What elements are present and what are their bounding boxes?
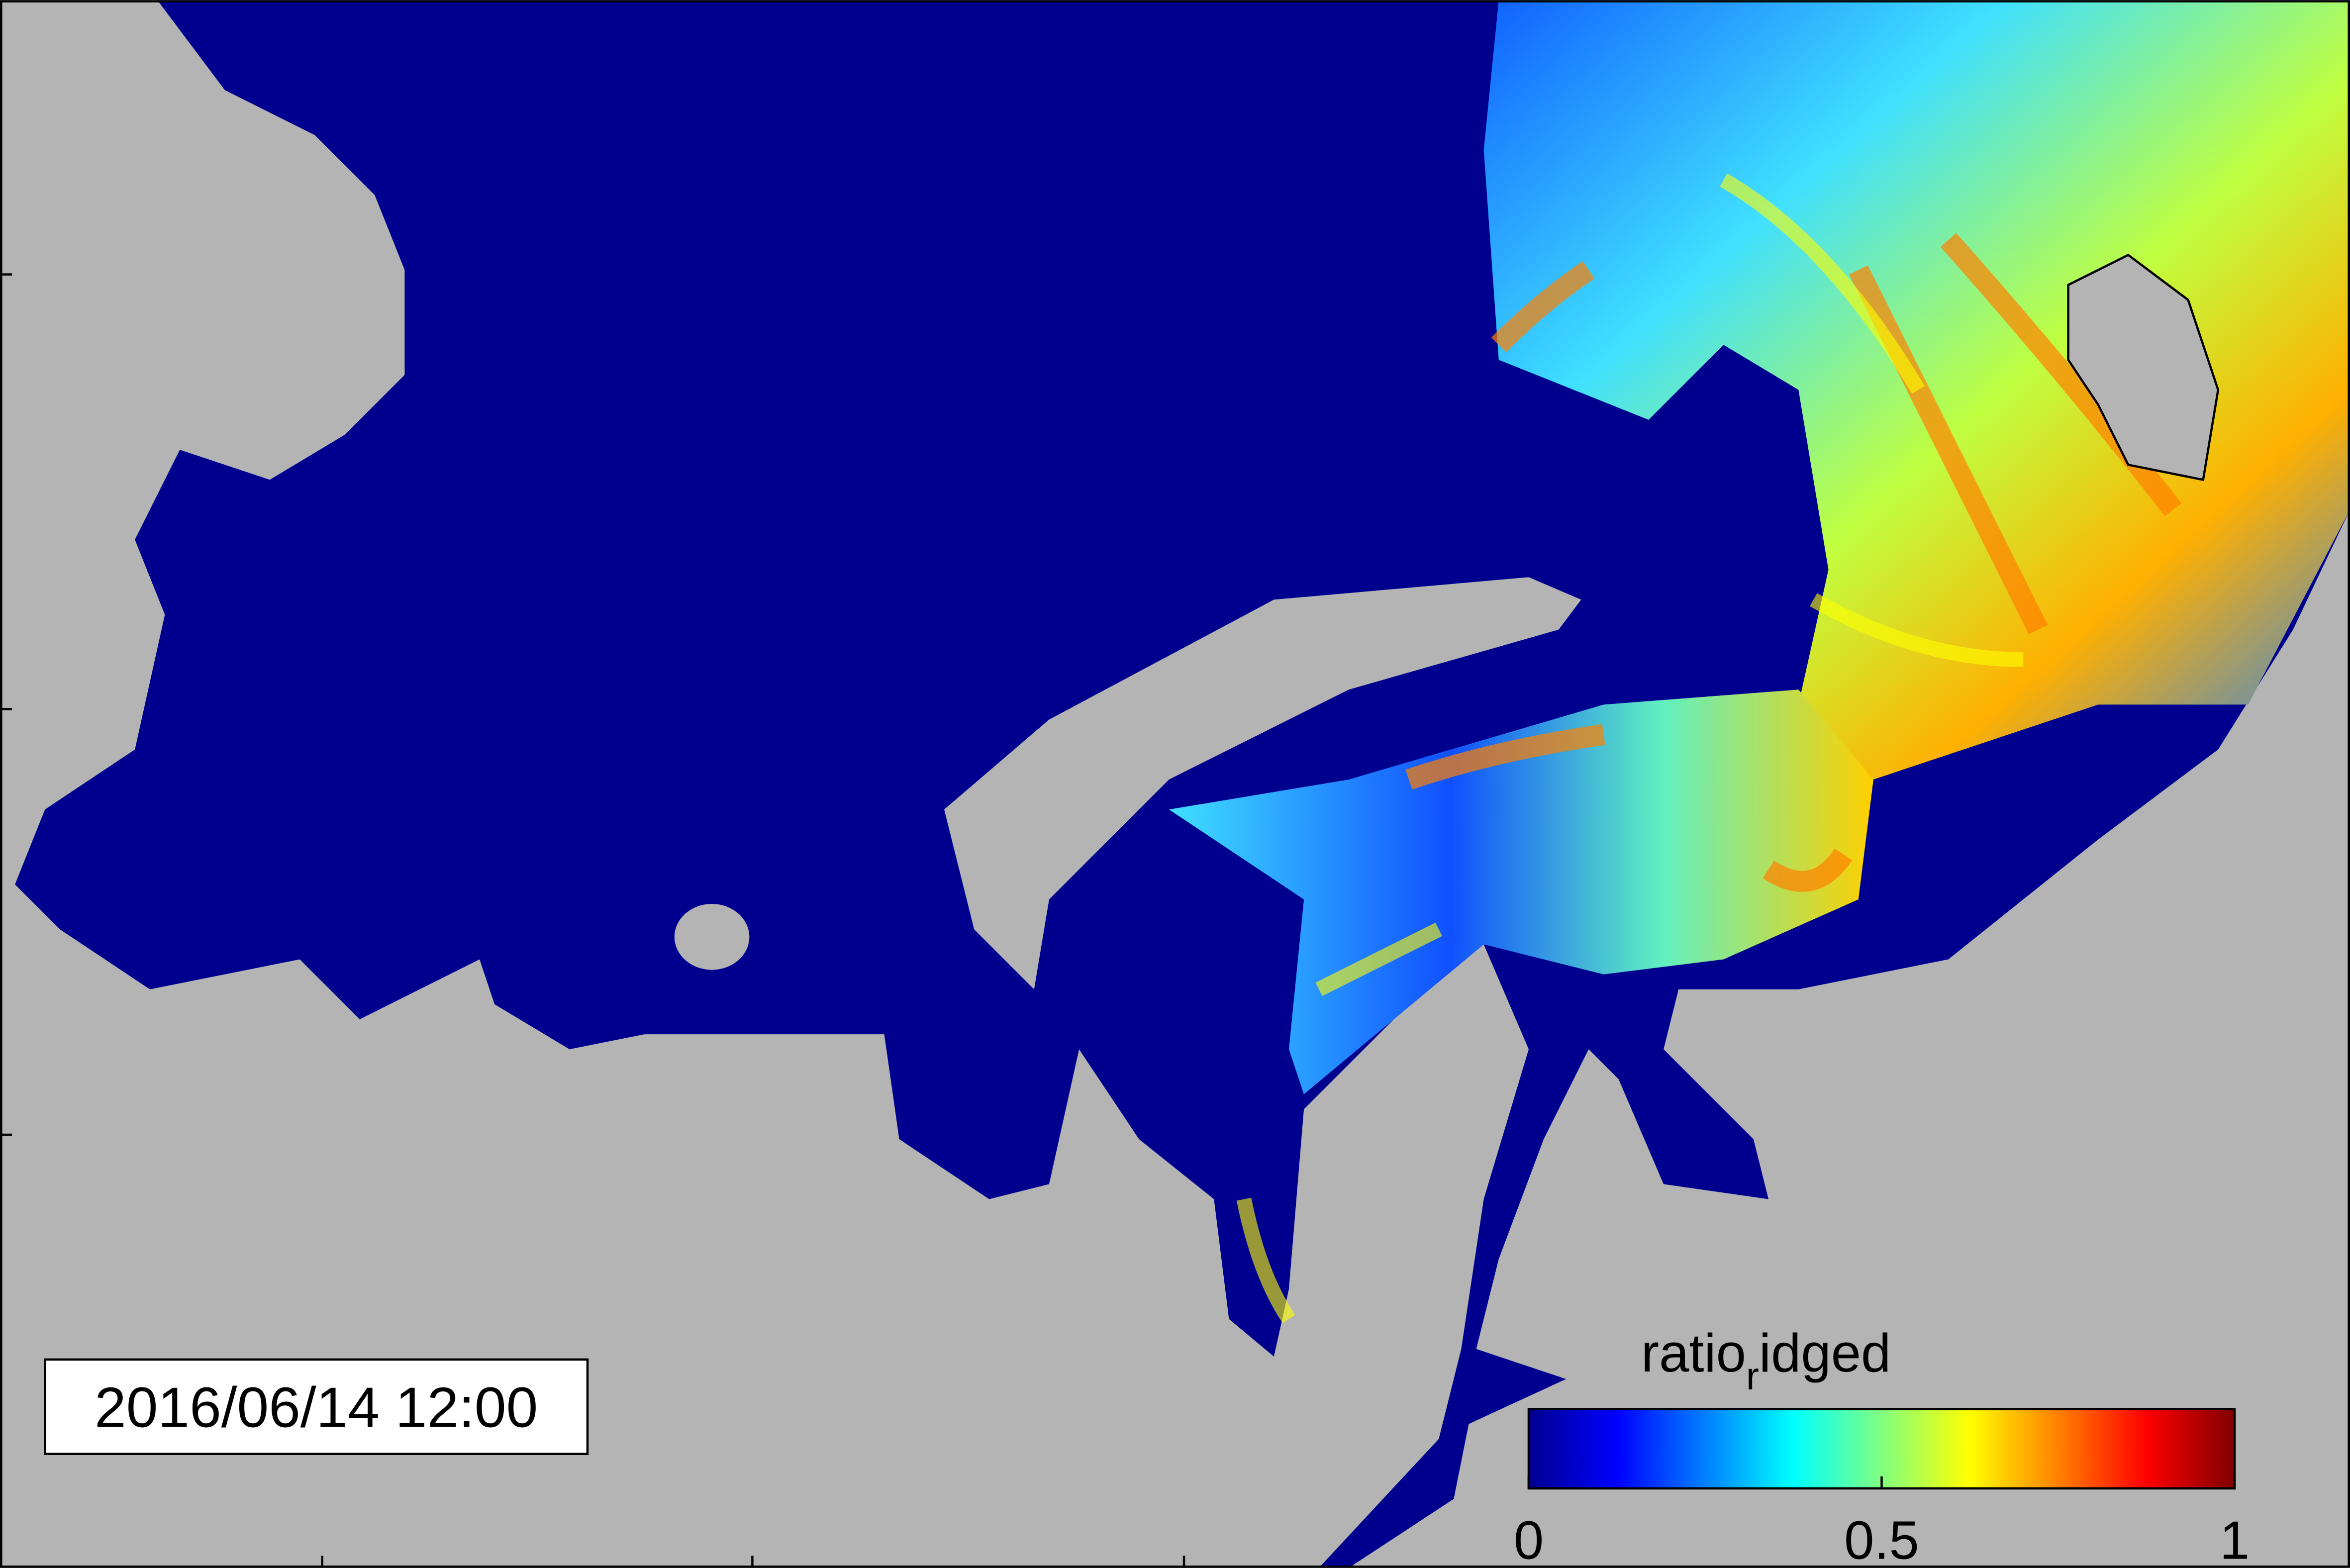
peninsula: [944, 577, 1581, 989]
timestamp-box: [44, 1358, 589, 1455]
colorbar-tick-label: 0: [1514, 1510, 1544, 1568]
timestamp: 2016/06/14 12:00: [95, 1375, 538, 1439]
ocean: [15, 0, 2350, 1568]
label-part: ratio: [1641, 1323, 1746, 1383]
colorbar: [1527, 1408, 2236, 1490]
ice-ridges: [1405, 233, 2182, 892]
island: [2067, 253, 2220, 482]
label-part: idged: [1759, 1323, 1891, 1383]
colorbar-tick-label: 0.5: [1844, 1510, 1919, 1568]
colorbar-tick-label: 1: [2220, 1510, 2250, 1568]
island: [674, 904, 750, 970]
ice-band: [1169, 689, 1873, 1094]
colorbar-label: ratioridged: [1641, 1323, 1891, 1398]
ice-ridges-yellow: [1236, 173, 2024, 1323]
label-subscript: r: [1746, 1354, 1759, 1398]
